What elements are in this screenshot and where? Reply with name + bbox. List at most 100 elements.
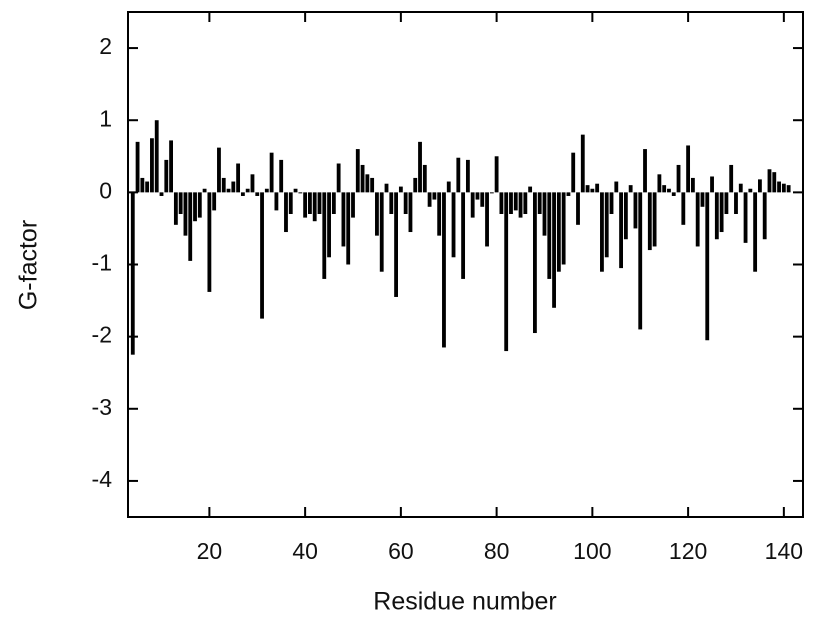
bar (700, 192, 705, 207)
bar (690, 177, 695, 193)
bar (537, 192, 542, 214)
bar (633, 192, 638, 229)
bar (154, 120, 159, 193)
bar (552, 192, 556, 308)
bar (355, 149, 360, 193)
bar (518, 192, 523, 218)
bar (609, 192, 614, 214)
bar (662, 185, 667, 193)
y-axis-label: G-factor (15, 220, 43, 310)
bar (451, 192, 456, 258)
bar (485, 192, 489, 247)
x-tick-label: 80 (484, 538, 510, 564)
bar (231, 181, 236, 193)
bar (384, 183, 389, 193)
bar (303, 192, 308, 218)
y-tick-label: -2 (92, 322, 112, 348)
bar (719, 192, 724, 233)
y-tick-label: -1 (92, 250, 112, 276)
bar (456, 157, 461, 193)
bar (188, 192, 193, 261)
bar (758, 179, 762, 193)
bar (604, 192, 609, 258)
bar (398, 186, 403, 193)
x-tick-label: 140 (765, 538, 803, 564)
bar (408, 192, 413, 233)
bar (351, 192, 355, 218)
bar (389, 192, 394, 214)
bar (183, 192, 188, 236)
bar (619, 192, 623, 269)
bar (164, 159, 169, 193)
bar (628, 185, 633, 193)
bar (652, 192, 657, 247)
bar (317, 192, 322, 214)
bar (547, 192, 552, 279)
bar (284, 192, 288, 233)
bar (140, 177, 145, 193)
bar (427, 192, 432, 207)
bar (322, 192, 327, 279)
bar (202, 188, 207, 193)
bar (360, 164, 365, 193)
bar (585, 185, 590, 193)
bar (470, 192, 475, 218)
bar (442, 192, 446, 348)
bar (777, 181, 781, 193)
bar (207, 192, 212, 292)
x-tick-label: 20 (197, 538, 223, 564)
bar (403, 192, 408, 214)
bar (513, 192, 518, 211)
y-tick-label: 1 (99, 105, 112, 131)
bar (499, 192, 504, 214)
bar (686, 145, 691, 193)
x-tick-label: 100 (573, 538, 611, 564)
bar (260, 192, 264, 319)
bar (571, 152, 576, 193)
bar (159, 192, 164, 196)
x-tick-label: 120 (669, 538, 707, 564)
bar (695, 192, 700, 247)
bar (681, 192, 686, 225)
y-tick-label: 2 (99, 33, 112, 59)
plot-frame (127, 11, 804, 518)
bar (657, 174, 662, 193)
bar (150, 138, 154, 193)
bar (437, 192, 442, 236)
bar (494, 156, 499, 193)
bar (245, 188, 250, 193)
bar (365, 174, 370, 193)
bar (714, 192, 719, 240)
bar (743, 192, 748, 243)
bar (130, 192, 135, 355)
bar (370, 177, 375, 193)
bar (528, 186, 533, 193)
bar (422, 164, 427, 193)
bar (475, 192, 480, 200)
bar (336, 163, 341, 193)
bar (432, 192, 437, 200)
bar (561, 192, 566, 265)
bar (638, 192, 643, 330)
bar (762, 192, 767, 240)
bar (748, 188, 753, 193)
bar (269, 152, 274, 193)
bar (489, 192, 494, 194)
bar (413, 177, 418, 193)
bar (614, 181, 619, 193)
bar (308, 192, 312, 214)
bar (236, 163, 241, 193)
bar (255, 192, 260, 196)
bar (753, 192, 758, 272)
bar (643, 149, 647, 193)
bar (767, 169, 772, 193)
bar (480, 192, 485, 207)
bar (375, 192, 379, 236)
bar (394, 192, 398, 297)
bar (710, 176, 714, 193)
bar (197, 192, 202, 218)
bar (781, 183, 786, 193)
bar (169, 140, 173, 193)
bar (772, 172, 777, 193)
bar (738, 183, 743, 193)
